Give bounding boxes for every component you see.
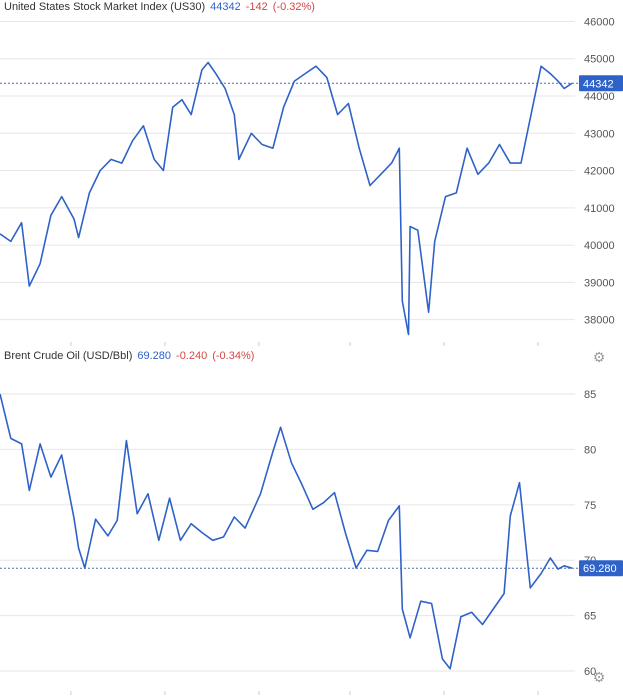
us30-y-tick-label: 41000: [584, 203, 615, 215]
brent-change-pct: (-0.34%): [212, 350, 255, 362]
gear-icon[interactable]: ⚙: [592, 669, 606, 685]
brent-line-chart: 606570758085SepNov2025MarMayJul69.280: [0, 389, 623, 695]
us30-y-tick-label: 43000: [584, 128, 615, 140]
us30-last-value-tag: [579, 75, 623, 92]
us30-last-value-label: 44342: [583, 78, 614, 90]
us30-y-tick-label: 38000: [584, 315, 615, 327]
us30-series-line: [0, 61, 573, 336]
brent-y-tick-label: 85: [584, 389, 596, 401]
us30-y-tick-label: 39000: [584, 277, 615, 289]
brent-chart-panel: 606570758085SepNov2025MarMayJul69.280 Br…: [0, 349, 623, 698]
us30-line-chart: 38000 39000 40000 41000 42000 43000 44000 45000…: [0, 16, 623, 346]
brent-change: -0.240: [176, 350, 208, 362]
brent-series-line: [0, 393, 573, 670]
us30-chart-title: United States Stock Market Index (US30): [4, 1, 206, 13]
brent-last-value: 69.280: [137, 350, 172, 362]
us30-y-tick-label: 44000: [584, 91, 615, 103]
brent-chart-title: Brent Crude Oil (USD/Bbl): [4, 350, 133, 362]
us30-chart-header: United States Stock Market Index (US30) 4…: [4, 1, 320, 13]
gear-icon[interactable]: ⚙: [592, 349, 606, 365]
us30-change: -142: [245, 1, 268, 13]
us30-y-tick-label: 42000: [584, 166, 615, 178]
brent-y-tick-label: 80: [584, 444, 596, 456]
brent-y-tick-label: 75: [584, 500, 596, 512]
us30-last-value: 44342: [210, 1, 241, 13]
us30-y-tick-label: 40000: [584, 240, 615, 252]
us30-y-tick-label: 46000: [584, 16, 615, 28]
brent-last-value-label: 69.280: [583, 563, 617, 575]
brent-y-tick-label: 65: [584, 611, 596, 623]
us30-chart-panel: 38000 39000 40000 41000 42000 43000 44000 45000…: [0, 1, 623, 364]
brent-chart-header: Brent Crude Oil (USD/Bbl) 69.280 -0.240 (-0…: [4, 350, 259, 362]
brent-y-tick-label: 60: [584, 666, 596, 678]
us30-y-tick-label: 45000: [584, 54, 615, 66]
brent-last-value-tag: [579, 560, 623, 577]
us30-change-pct: (-0.32%): [272, 1, 315, 13]
